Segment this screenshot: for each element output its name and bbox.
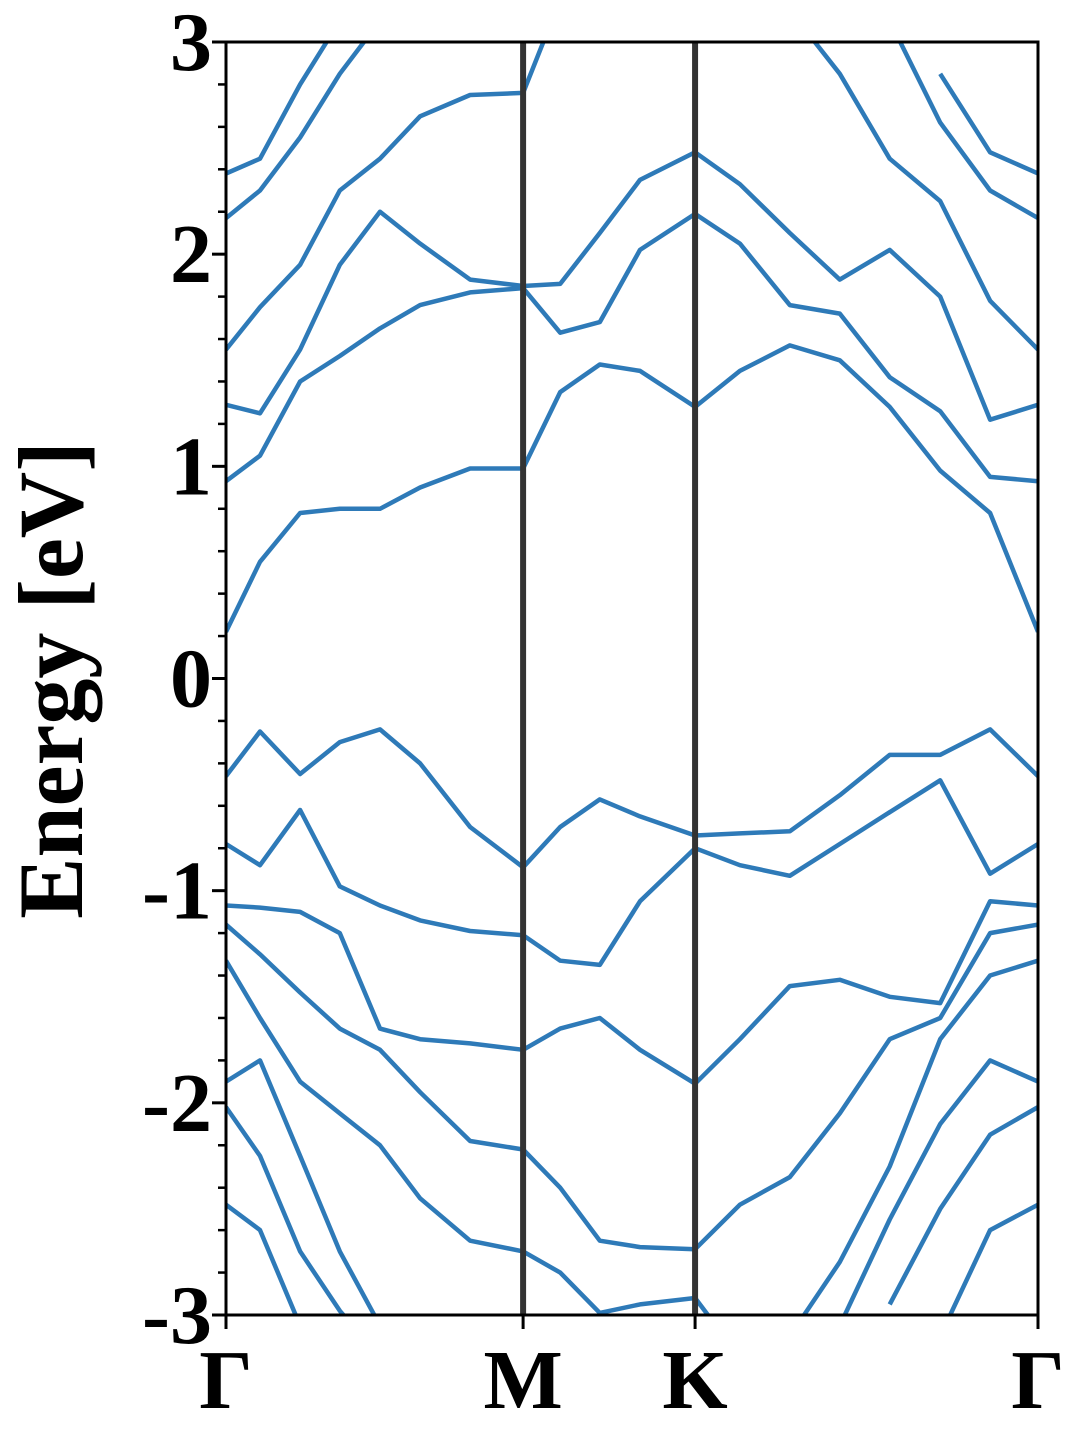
- y-tick-label: 3: [170, 0, 212, 89]
- band-line: [226, 42, 1038, 352]
- band-line: [226, 343, 1038, 633]
- y-axis-label: Energy [eV]: [0, 441, 102, 919]
- band-line: [226, 727, 1038, 870]
- band-line: [226, 211, 1038, 484]
- x-tick-label: K: [662, 1334, 727, 1427]
- y-tick-label: -1: [142, 845, 212, 938]
- band-line: [226, 958, 1038, 1315]
- y-tick-label: 1: [170, 420, 212, 513]
- y-tick-label: -3: [142, 1269, 212, 1362]
- x-tick-label: M: [483, 1334, 562, 1427]
- band-line: [226, 778, 1038, 968]
- x-tick-label: Γ: [199, 1334, 252, 1427]
- band-line: [226, 899, 1038, 1086]
- band-line: [226, 42, 1038, 176]
- y-tick-label: 0: [170, 633, 212, 726]
- band-line: [226, 1058, 1038, 1315]
- plot-frame: [224, 40, 1040, 1317]
- plot-area: [226, 42, 1038, 1315]
- y-tick-label: -2: [142, 1057, 212, 1150]
- y-tick-label: 2: [170, 208, 212, 301]
- band-line: [226, 1202, 1038, 1315]
- band-line: [226, 150, 1038, 422]
- x-tick-label: Γ: [1011, 1334, 1064, 1427]
- band-line: [226, 1105, 1038, 1315]
- band-line: [226, 922, 1038, 1252]
- band-line: [226, 42, 1038, 221]
